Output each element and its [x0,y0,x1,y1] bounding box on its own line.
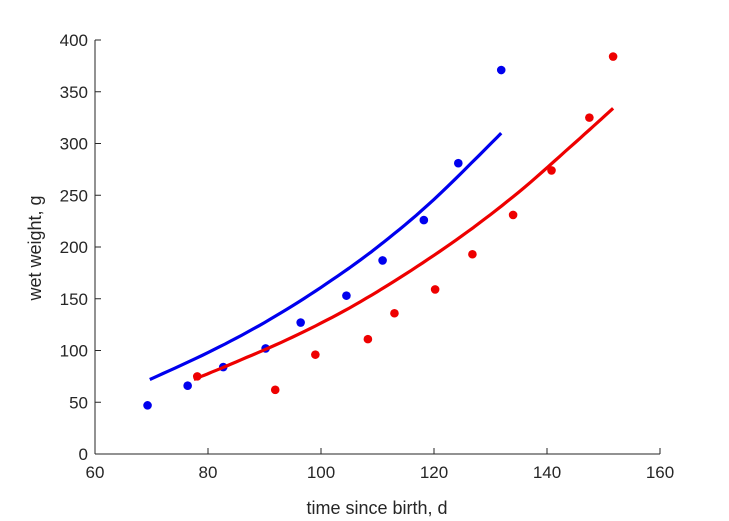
data-point-series-2 [430,285,440,294]
y-tick-label: 350 [60,83,88,102]
data-point-series-2 [192,372,202,381]
x-tick-label: 60 [86,463,105,482]
y-tick-label: 400 [60,31,88,50]
data-point-series-1 [378,256,387,265]
y-axis-label: wet weight, g [25,195,45,301]
data-point-series-2 [270,385,280,395]
data-point-series-2 [311,350,320,359]
data-point-series-2 [608,52,618,61]
x-tick-label: 140 [533,463,561,482]
data-point-series-1 [419,215,429,225]
fit-line-series-1 [149,131,503,381]
fit-line-series-2 [193,107,615,381]
data-point-series-1 [296,318,305,327]
y-tick-label: 50 [69,393,88,412]
y-tick-label: 250 [60,186,88,205]
y-tick-label: 150 [60,290,88,309]
y-tick-label: 100 [60,342,88,361]
y-tick-label: 0 [79,445,88,464]
data-point-series-1 [342,291,351,300]
x-tick-label: 100 [307,463,335,482]
data-point-series-2 [363,334,373,344]
x-axis-label: time since birth, d [306,498,447,518]
data-point-series-2 [585,113,594,122]
data-point-series-1 [496,65,506,75]
data-point-series-2 [547,166,556,175]
data-point-series-1 [183,381,192,390]
plot-area: 60 80 100 120 140 160 0 50 100 150 200 250 300 350 400 [60,31,675,482]
x-tick-label: 80 [199,463,218,482]
data-point-series-2 [508,210,518,220]
data-point-series-1 [453,158,463,168]
data-point-series-2 [390,308,399,318]
y-tick-label: 300 [60,135,88,154]
x-tick-label: 120 [420,463,448,482]
y-tick-label: 200 [60,238,88,257]
data-point-series-1 [143,401,152,410]
x-tick-label: 160 [646,463,674,482]
data-point-series-2 [468,249,477,259]
